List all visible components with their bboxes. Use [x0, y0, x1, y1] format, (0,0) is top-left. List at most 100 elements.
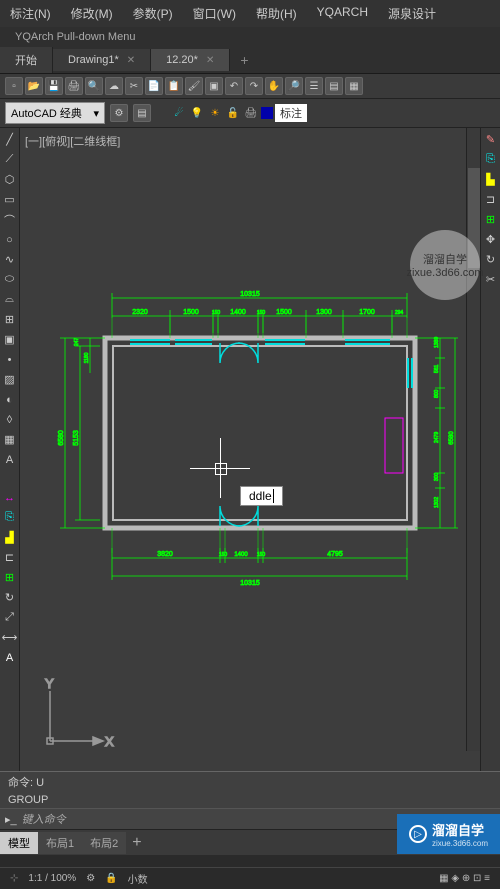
bulb-icon[interactable]: 💡: [189, 105, 205, 121]
offset2-icon[interactable]: ⊐: [482, 191, 499, 208]
tool-palette-icon[interactable]: ▦: [345, 77, 363, 95]
line-icon[interactable]: ╱: [1, 131, 18, 148]
tab-start[interactable]: 开始: [0, 47, 53, 73]
menu-params[interactable]: 参数(P): [123, 3, 183, 24]
hatch-icon[interactable]: ▨: [1, 371, 18, 388]
preview-icon[interactable]: 🔍: [85, 77, 103, 95]
array-icon[interactable]: ⊞: [1, 569, 18, 586]
yqarch-pulldown[interactable]: YQArch Pull-down Menu: [0, 27, 500, 47]
tab-1220[interactable]: 12.20*✕: [151, 49, 230, 71]
match-icon[interactable]: 🖌: [185, 77, 203, 95]
ellipse-arc-icon[interactable]: ⌓: [1, 291, 18, 308]
open-icon[interactable]: 📂: [25, 77, 43, 95]
copy-mod-icon[interactable]: ⎘: [1, 509, 18, 526]
insert-icon[interactable]: ⊞: [1, 311, 18, 328]
menu-window[interactable]: 窗口(W): [183, 3, 246, 24]
svg-text:1400: 1400: [230, 309, 246, 316]
pline-icon[interactable]: ⟋: [1, 151, 18, 168]
properties-icon[interactable]: ☰: [305, 77, 323, 95]
text-icon[interactable]: A: [1, 649, 18, 666]
svg-text:1400: 1400: [234, 552, 248, 558]
tab-drawing1[interactable]: Drawing1*✕: [53, 49, 151, 71]
vertical-scrollbar[interactable]: [466, 128, 480, 751]
layout2-tab[interactable]: 布局2: [82, 832, 126, 854]
region-icon[interactable]: ◊: [1, 411, 18, 428]
gear2-icon[interactable]: ⚙: [86, 873, 95, 884]
gradient-icon[interactable]: ◐: [1, 391, 18, 408]
model-tab[interactable]: 模型: [0, 832, 38, 854]
view-label[interactable]: [一][俯视][二维线框]: [25, 133, 120, 149]
move-icon[interactable]: ↔: [1, 489, 18, 506]
menu-annotate[interactable]: 标注(N): [0, 3, 61, 24]
workspace-select[interactable]: AutoCAD 经典▾: [5, 102, 105, 124]
sheet-icon[interactable]: ▤: [325, 77, 343, 95]
point-icon[interactable]: •: [1, 351, 18, 368]
copy-icon[interactable]: 📄: [145, 77, 163, 95]
svg-text:247: 247: [74, 338, 80, 347]
status-misc-icons[interactable]: ▦ ◈ ⊕ ⊡ ≡: [439, 873, 490, 884]
table-icon[interactable]: ▦: [1, 431, 18, 448]
copy2-icon[interactable]: ⎘: [482, 151, 499, 168]
snap-icon[interactable]: ⊹: [10, 873, 18, 884]
layer-filter-icon[interactable]: ☄: [171, 105, 187, 121]
menu-yqarch[interactable]: YQARCH: [307, 3, 378, 24]
mirror2-icon[interactable]: ▙: [482, 171, 499, 188]
pan-icon[interactable]: ✋: [265, 77, 283, 95]
paste-icon[interactable]: 📋: [165, 77, 183, 95]
arc-icon[interactable]: ⌒: [1, 211, 18, 228]
menu-yuanquan[interactable]: 源泉设计: [378, 3, 446, 24]
circle-icon[interactable]: ○: [1, 231, 18, 248]
save-icon[interactable]: 💾: [45, 77, 63, 95]
spline-icon[interactable]: ∿: [1, 251, 18, 268]
block-make-icon[interactable]: ▣: [1, 331, 18, 348]
close-icon[interactable]: ✕: [127, 55, 135, 66]
svg-text:2479: 2479: [434, 432, 440, 443]
layer-color-swatch[interactable]: [261, 107, 273, 119]
mtext-icon[interactable]: A: [1, 451, 18, 468]
menu-help[interactable]: 帮助(H): [246, 3, 307, 24]
add-layout-button[interactable]: +: [126, 834, 147, 852]
workspace-toolbar: AutoCAD 经典▾ ⚙ ▤ ☄ 💡 ☀ 🔓 🖨 标注: [0, 99, 500, 128]
ellipse-icon[interactable]: ⬭: [1, 271, 18, 288]
scale-icon[interactable]: ⤢: [1, 609, 18, 626]
array2-icon[interactable]: ⊞: [482, 211, 499, 228]
layout1-tab[interactable]: 布局1: [38, 832, 82, 854]
close-icon[interactable]: ✕: [206, 55, 214, 66]
polygon-icon[interactable]: ⬡: [1, 171, 18, 188]
redo-icon[interactable]: ↷: [245, 77, 263, 95]
gear-icon[interactable]: ⚙: [110, 104, 128, 122]
trim-icon[interactable]: ✂: [482, 271, 499, 288]
add-tab-button[interactable]: +: [230, 52, 258, 68]
new-icon[interactable]: ▫: [5, 77, 23, 95]
lock2-icon[interactable]: 🔒: [105, 873, 117, 884]
svg-text:1700: 1700: [359, 309, 375, 316]
menu-modify[interactable]: 修改(M): [61, 3, 123, 24]
drawing-canvas[interactable]: [一][俯视][二维线框] 10315: [20, 128, 480, 771]
zoom-icon[interactable]: 🔎: [285, 77, 303, 95]
rect-icon[interactable]: ▭: [1, 191, 18, 208]
mirror-icon[interactable]: ▟: [1, 529, 18, 546]
offset-icon[interactable]: ⊏: [1, 549, 18, 566]
stretch-icon[interactable]: ⟷: [1, 629, 18, 646]
move2-icon[interactable]: ✥: [482, 231, 499, 248]
sun-icon[interactable]: ☀: [207, 105, 223, 121]
block-icon[interactable]: ▣: [205, 77, 223, 95]
undo-icon[interactable]: ↶: [225, 77, 243, 95]
erase-icon[interactable]: ✎: [482, 131, 499, 148]
dynamic-input[interactable]: ddle: [240, 486, 283, 506]
cut-icon[interactable]: ✂: [125, 77, 143, 95]
cursor-pickbox: [215, 463, 227, 475]
scale-text[interactable]: 1:1 / 100%: [28, 873, 76, 884]
publish-icon[interactable]: ☁: [105, 77, 123, 95]
cmd-history-2: GROUP: [0, 792, 500, 808]
rotate2-icon[interactable]: ↻: [482, 251, 499, 268]
print-icon[interactable]: 🖨: [65, 77, 83, 95]
layer-controls: ☄ 💡 ☀ 🔓 🖨 标注: [171, 104, 307, 122]
decimal-mode[interactable]: 小数: [128, 871, 148, 886]
plot-icon[interactable]: 🖨: [243, 105, 259, 121]
rotate-icon[interactable]: ↻: [1, 589, 18, 606]
layers-icon[interactable]: ▤: [133, 104, 151, 122]
layer-name[interactable]: 标注: [275, 104, 307, 122]
svg-text:1302: 1302: [434, 497, 440, 508]
lock-icon[interactable]: 🔓: [225, 105, 241, 121]
